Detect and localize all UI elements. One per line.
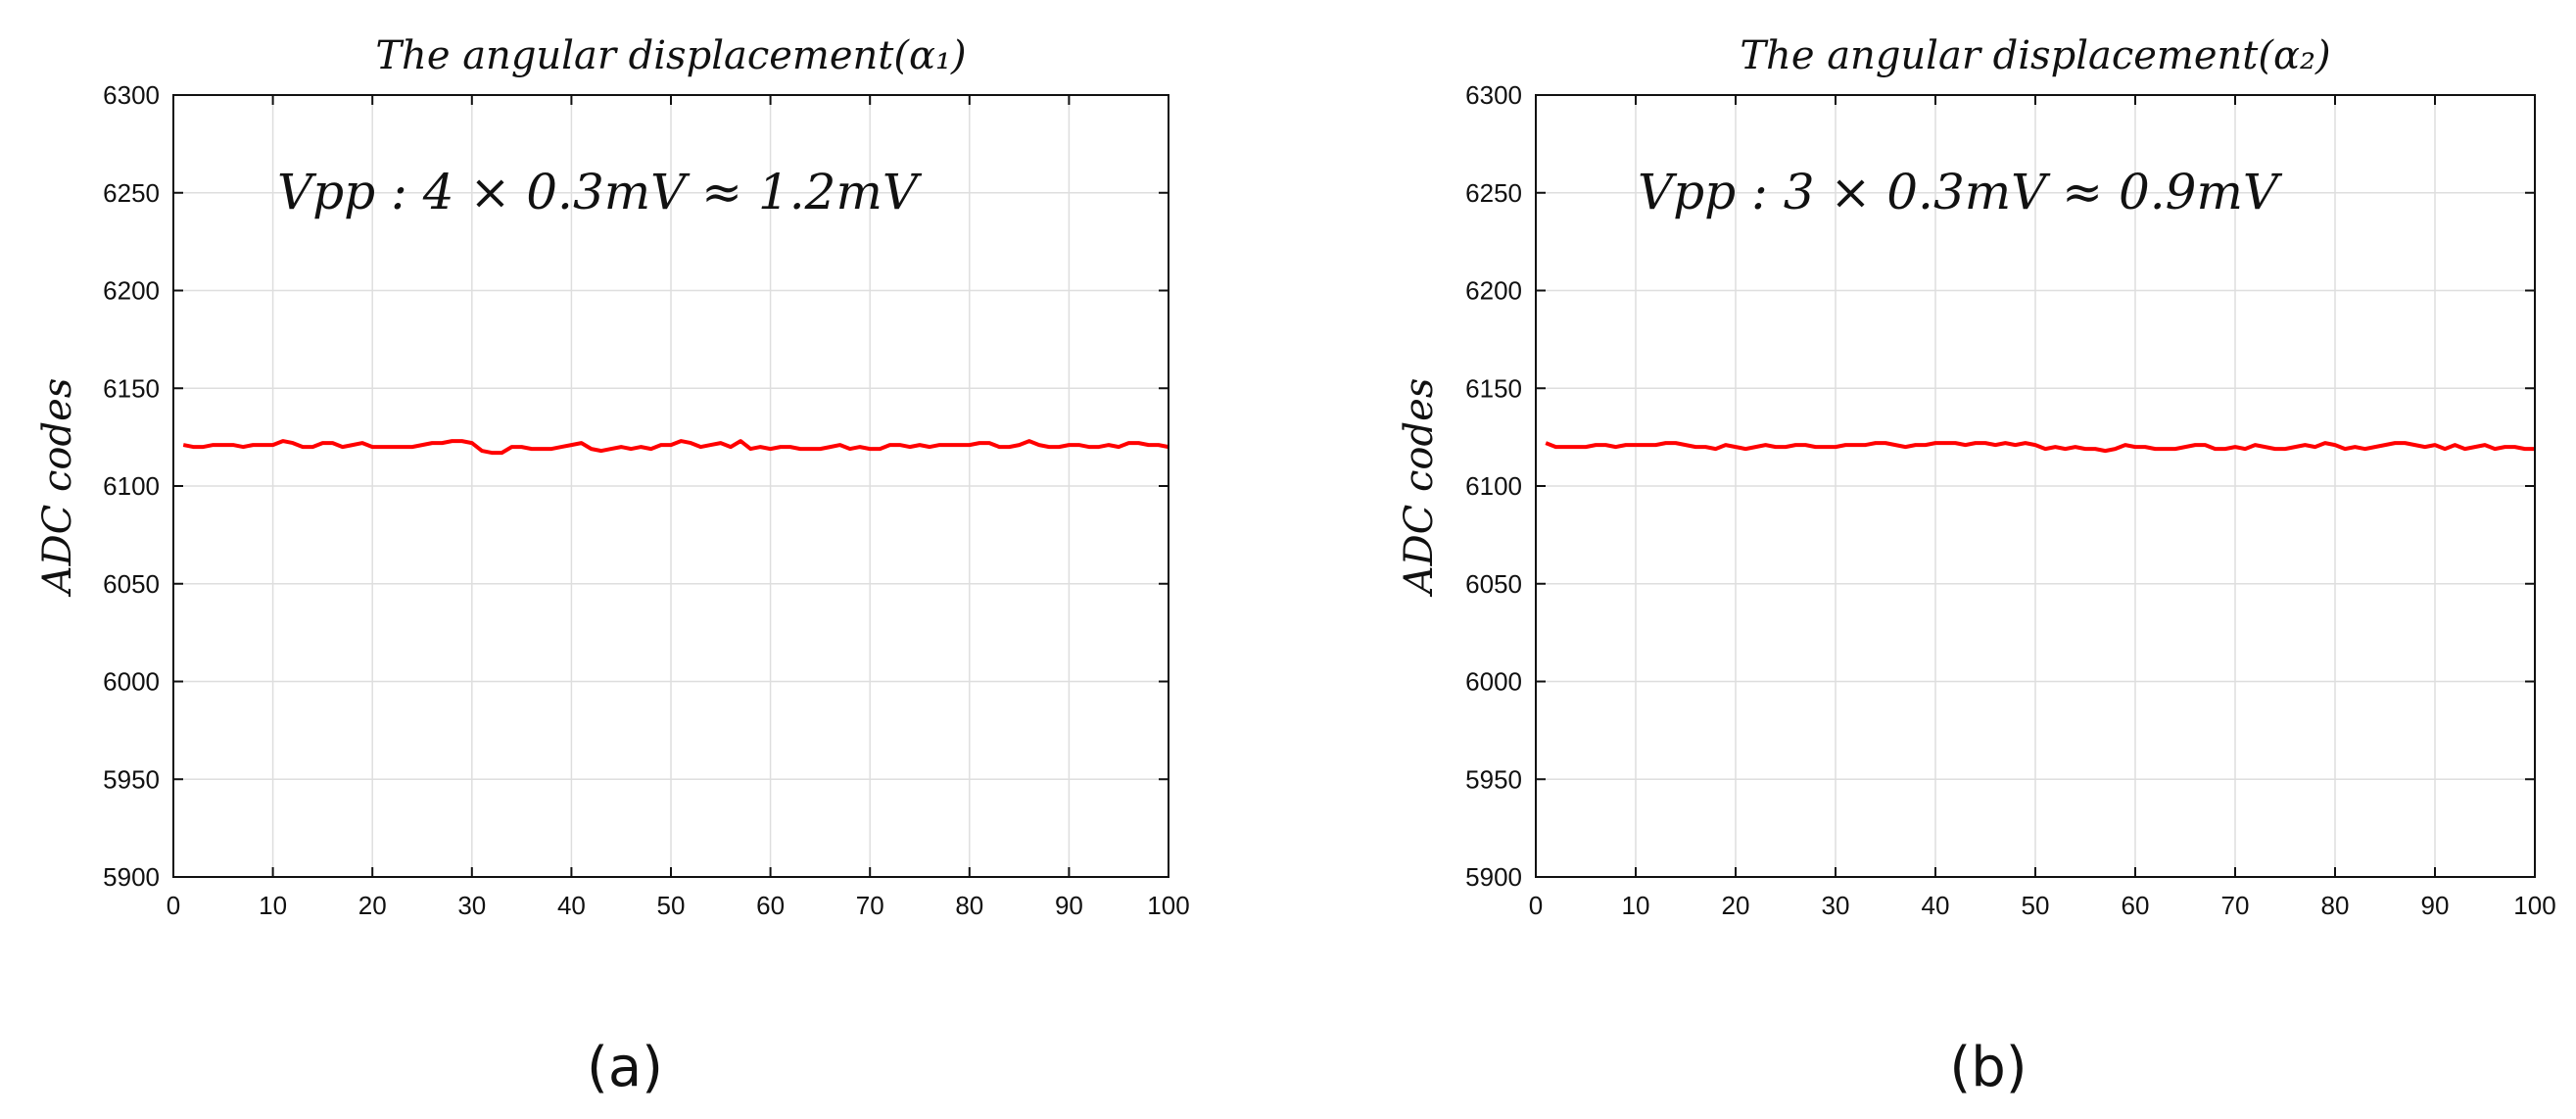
y-tick-label: 6200 [1465, 276, 1522, 306]
x-tick-label: 0 [167, 891, 180, 920]
chart-title: The angular displacement(α₁) [375, 33, 966, 78]
x-tick-label: 40 [1922, 891, 1950, 920]
x-tick-label: 80 [955, 891, 983, 920]
x-tick-label: 90 [1055, 891, 1083, 920]
y-tick-label: 6100 [103, 471, 160, 501]
x-tick-label: 10 [259, 891, 287, 920]
x-tick-label: 0 [1529, 891, 1543, 920]
y-tick-label: 6300 [1465, 80, 1522, 110]
grid [173, 95, 1169, 877]
tick-labels: 0 10 20 30 40 50 60 70 80 90 100 5900 5950 6000 6050 61… [103, 80, 1190, 920]
y-tick-label: 5900 [103, 862, 160, 892]
y-tick-label: 6150 [103, 373, 160, 403]
y-tick-label: 6300 [103, 80, 160, 110]
x-tick-label: 20 [1722, 891, 1750, 920]
x-tick-label: 50 [657, 891, 686, 920]
y-tick-label: 5950 [103, 764, 160, 794]
x-tick-label: 70 [2221, 891, 2250, 920]
series-line-α1 [182, 439, 1169, 456]
x-tick-label: 10 [1622, 891, 1650, 920]
y-tick-label: 6200 [103, 276, 160, 306]
x-tick-label: 60 [756, 891, 785, 920]
y-tick-label: 6250 [103, 178, 160, 208]
y-tick-label: 6050 [1465, 569, 1522, 599]
x-tick-label: 30 [1822, 891, 1850, 920]
panel-label: (a) [587, 1036, 663, 1099]
x-tick-label: 60 [2122, 891, 2150, 920]
y-tick-label: 6100 [1465, 471, 1522, 501]
x-tick-label: 30 [457, 891, 486, 920]
x-tick-label: 40 [557, 891, 586, 920]
x-tick-label: 20 [358, 891, 387, 920]
y-tick-label: 5900 [1465, 862, 1522, 892]
x-tick-label: 90 [2421, 891, 2450, 920]
x-tick-label: 50 [2022, 891, 2050, 920]
grid [1536, 95, 2535, 877]
chart-panel-a: 0 10 20 30 40 50 60 70 80 90 100 5900 5950 6000 6050 61… [35, 33, 1190, 1099]
ticks [172, 94, 1169, 878]
series-layer [1545, 441, 2535, 454]
x-tick-label: 80 [2321, 891, 2350, 920]
y-tick-label: 6250 [1465, 178, 1522, 208]
y-tick-label: 6000 [103, 667, 160, 697]
series-line-α2 [1545, 441, 2535, 454]
panel-label: (b) [1949, 1036, 2027, 1099]
x-tick-label: 70 [856, 891, 884, 920]
y-axis-label: ADC codes [35, 378, 80, 599]
y-tick-label: 6000 [1465, 667, 1522, 697]
chart-panel-b: 0 10 20 30 40 50 60 70 80 90 100 5900 5950 6000 6050 61… [1397, 33, 2556, 1099]
x-tick-label: 100 [2513, 891, 2555, 920]
y-tick-label: 5950 [1465, 764, 1522, 794]
x-tick-label: 100 [1147, 891, 1189, 920]
chart-title: The angular displacement(α₂) [1740, 33, 2330, 78]
tick-labels: 0 10 20 30 40 50 60 70 80 90 100 5900 5950 6000 6050 61… [1465, 80, 2556, 920]
vpp-annotation: Vpp : 4 × 0.3mV ≈ 1.2mV [277, 164, 923, 220]
y-axis-label: ADC codes [1397, 378, 1442, 599]
ticks [1535, 94, 2536, 878]
y-tick-label: 6050 [103, 569, 160, 599]
y-tick-label: 6150 [1465, 373, 1522, 403]
vpp-annotation: Vpp : 3 × 0.3mV ≈ 0.9mV [1638, 164, 2283, 220]
series-layer [182, 439, 1169, 456]
